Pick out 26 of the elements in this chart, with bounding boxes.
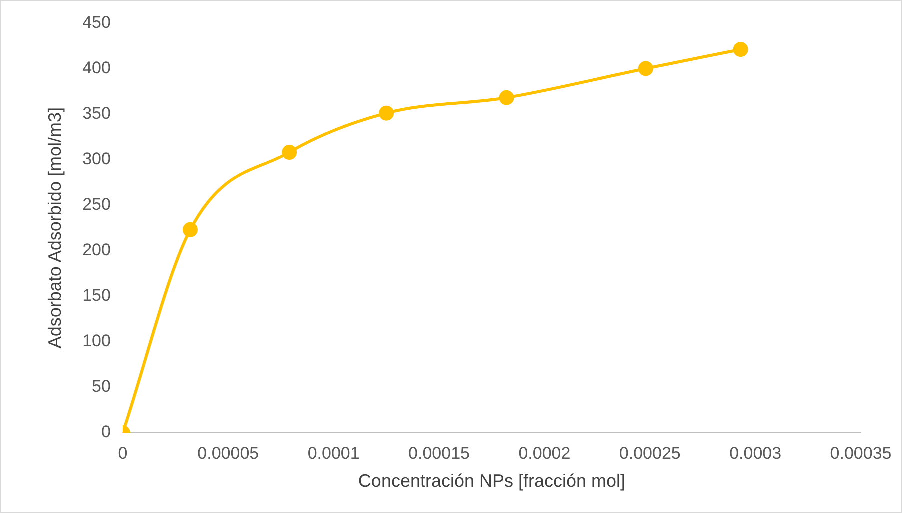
point [638, 61, 654, 76]
y-tick-label: 350 [82, 104, 111, 123]
y-tick-label: 100 [82, 332, 111, 351]
x-tick-label: 0.00015 [408, 444, 470, 463]
x-tick-label: 0.00025 [619, 444, 681, 463]
point [282, 145, 298, 160]
y-tick-label: 250 [82, 195, 111, 214]
point [733, 42, 748, 58]
point [182, 222, 198, 238]
x-axis-title: Concentración NPs [fracción mol] [358, 471, 626, 492]
y-tick-label: 450 [82, 12, 111, 32]
x-tick-label: 0.00035 [830, 444, 892, 463]
y-tick-label: 150 [82, 286, 111, 306]
x-tick-label: 0 [118, 444, 128, 463]
y-tick-label: 0 [101, 422, 111, 442]
y-tick-label: 300 [82, 149, 111, 168]
point [499, 90, 514, 106]
y-axis-title: Adsorbato Adsorbido [mol/m3] [44, 108, 65, 349]
point [379, 106, 394, 121]
x-tick-label: 0.00005 [198, 444, 260, 463]
x-tick-label: 0.0002 [518, 444, 571, 463]
x-tick-label: 0.0003 [730, 444, 782, 463]
y-tick-label: 200 [82, 240, 111, 260]
y-tick-label: 400 [82, 58, 111, 78]
y-tick-label: 50 [92, 377, 111, 396]
x-tick-label: 0.0001 [308, 444, 360, 463]
